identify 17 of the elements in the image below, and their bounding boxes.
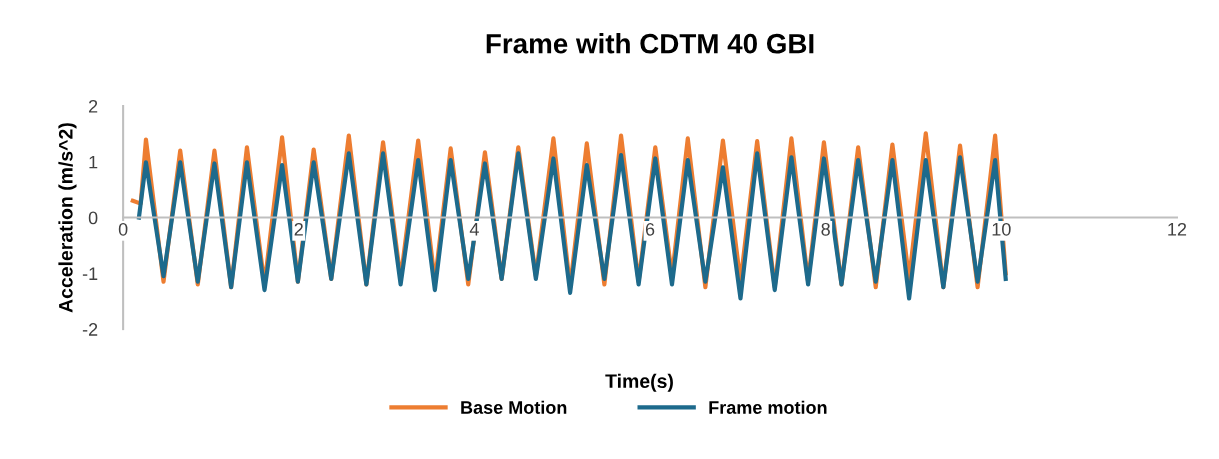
y-tick-label: -2 — [82, 323, 98, 336]
y-tick-label: 1 — [89, 155, 98, 169]
y-axis-title: Acceleration (m/s^2) — [58, 123, 77, 313]
x-tick-label: 4 — [469, 223, 479, 236]
chart-title: Frame with CDTM 40 GBI — [486, 33, 814, 54]
x-tick-label: 10 — [992, 222, 1011, 236]
x-tick-label: 8 — [821, 222, 830, 236]
y-tick-label: -1 — [82, 267, 98, 280]
x-tick-label: 2 — [294, 222, 303, 236]
x-tick-label: 0 — [118, 222, 128, 236]
y-tick-label: 0 — [88, 211, 98, 225]
y-tick-label: 2 — [88, 99, 98, 113]
legend-label: Base Motion — [461, 400, 567, 414]
x-tick-label: 6 — [645, 222, 655, 236]
legend-label: Frame motion — [709, 400, 827, 414]
x-axis-title: Time(s) — [605, 373, 673, 392]
x-tick-label: 12 — [1168, 222, 1187, 236]
